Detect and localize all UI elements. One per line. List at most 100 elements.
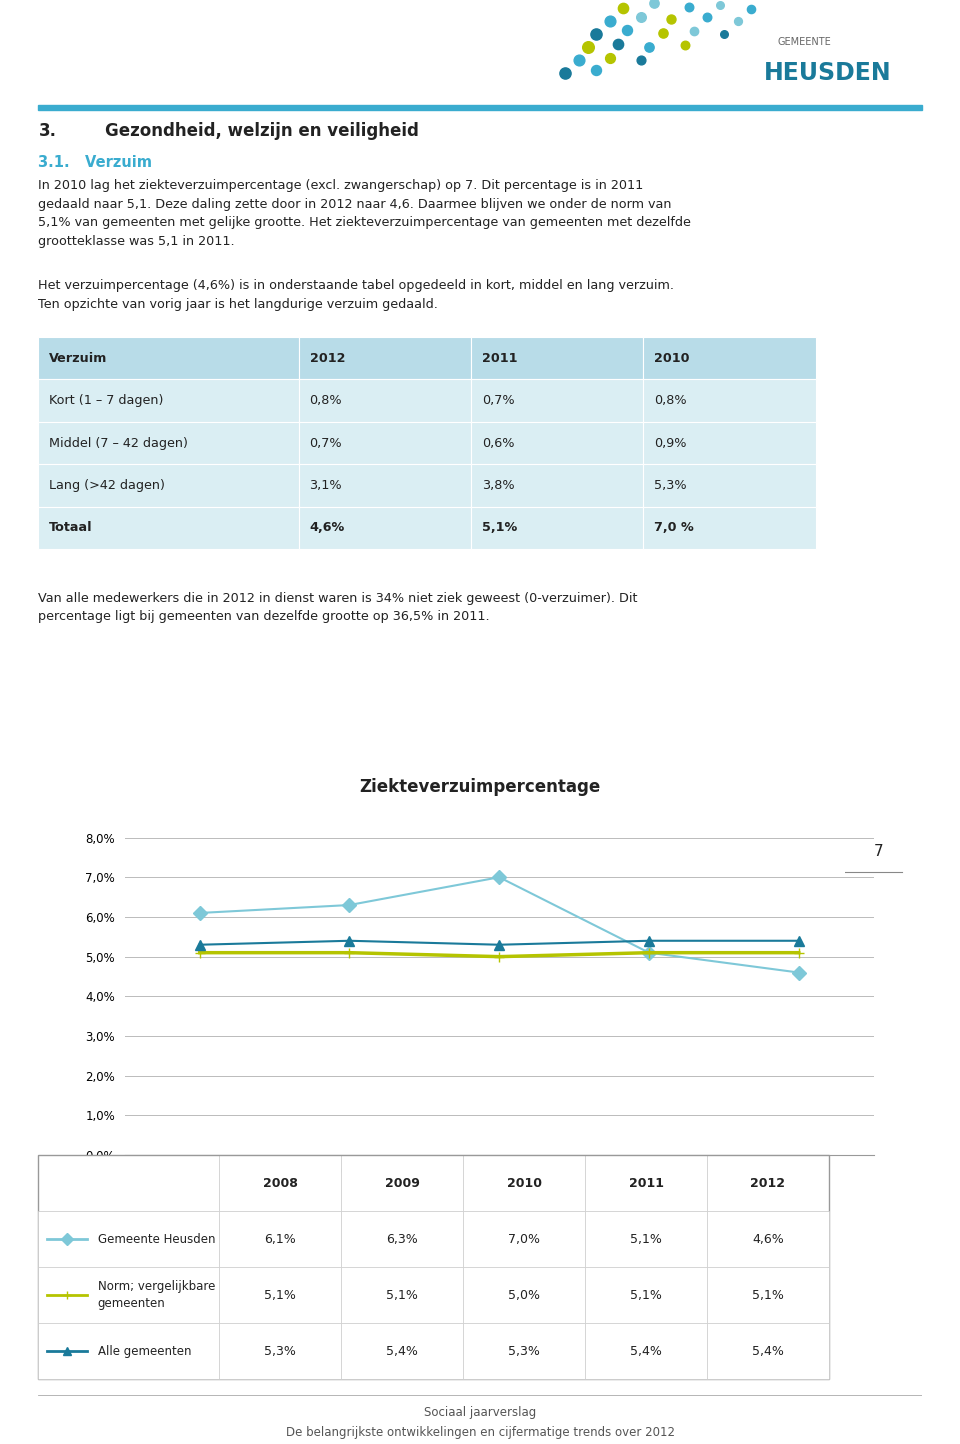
Point: [712, 0, 728, 16]
Bar: [464, 1268, 585, 1323]
Text: 5,4%: 5,4%: [386, 1344, 419, 1357]
Text: Sociaal jaarverslag: Sociaal jaarverslag: [424, 1405, 536, 1419]
Point: [646, 0, 661, 14]
Text: Het verzuimpercentage (4,6%) is in onderstaande tabel opgedeeld in kort, middel : Het verzuimpercentage (4,6%) is in onder…: [38, 279, 674, 310]
Bar: [585, 1212, 707, 1268]
Text: 3.1.   Verzuim: 3.1. Verzuim: [38, 155, 153, 170]
Text: Norm; vergelijkbare
gemeenten: Norm; vergelijkbare gemeenten: [98, 1281, 215, 1310]
Text: 0,6%: 0,6%: [482, 436, 515, 449]
Text: GEMEENTE: GEMEENTE: [778, 38, 831, 48]
Point: [699, 6, 714, 29]
Point: [619, 19, 635, 42]
Bar: [299, 336, 471, 380]
Bar: [585, 1155, 707, 1212]
Bar: [464, 1323, 585, 1379]
Point: [602, 9, 617, 32]
Text: 5,4%: 5,4%: [752, 1344, 784, 1357]
Bar: [585, 1268, 707, 1323]
Bar: [585, 1323, 707, 1379]
Text: 3.: 3.: [38, 121, 57, 140]
Point: [558, 62, 573, 85]
Text: 2010: 2010: [654, 351, 689, 365]
Text: Ziekteverzuimpercentage: Ziekteverzuimpercentage: [359, 778, 601, 796]
Bar: [38, 507, 299, 549]
Bar: [38, 336, 299, 380]
Bar: [643, 507, 816, 549]
Bar: [471, 465, 643, 507]
Text: 2011: 2011: [482, 351, 517, 365]
Bar: [342, 1268, 464, 1323]
Bar: [38, 1212, 220, 1268]
Bar: [38, 422, 299, 465]
Point: [633, 6, 648, 29]
Bar: [471, 422, 643, 465]
Point: [730, 9, 745, 32]
Point: [615, 0, 631, 19]
Text: 5,1%: 5,1%: [752, 1288, 784, 1301]
Text: 0,7%: 0,7%: [482, 394, 515, 407]
Text: In 2010 lag het ziekteverzuimpercentage (excl. zwangerschap) op 7. Dit percentag: In 2010 lag het ziekteverzuimpercentage …: [38, 179, 691, 248]
Text: 0,8%: 0,8%: [654, 394, 686, 407]
Bar: [220, 1268, 342, 1323]
Bar: [38, 1155, 828, 1379]
Text: 5,3%: 5,3%: [264, 1344, 297, 1357]
Bar: [471, 336, 643, 380]
Bar: [471, 507, 643, 549]
Bar: [299, 507, 471, 549]
Bar: [707, 1155, 828, 1212]
Point: [580, 35, 595, 58]
Bar: [38, 1323, 220, 1379]
Point: [602, 46, 617, 69]
Bar: [707, 1323, 828, 1379]
Bar: [299, 465, 471, 507]
Bar: [38, 1268, 220, 1323]
Bar: [707, 1268, 828, 1323]
Point: [682, 0, 697, 19]
Text: 7,0 %: 7,0 %: [654, 521, 694, 534]
Text: 5,1%: 5,1%: [630, 1233, 662, 1246]
Text: Middel (7 – 42 dagen): Middel (7 – 42 dagen): [49, 436, 188, 449]
Text: HEUSDEN: HEUSDEN: [764, 61, 892, 85]
Bar: [220, 1212, 342, 1268]
Text: 7,0%: 7,0%: [508, 1233, 540, 1246]
Text: Kort (1 – 7 dagen): Kort (1 – 7 dagen): [49, 394, 163, 407]
Bar: [464, 1212, 585, 1268]
Text: 2008: 2008: [263, 1177, 298, 1190]
Point: [588, 59, 604, 82]
Text: 7: 7: [874, 845, 883, 859]
Text: De belangrijkste ontwikkelingen en cijfermatige trends over 2012: De belangrijkste ontwikkelingen en cijfe…: [285, 1425, 675, 1440]
Point: [685, 19, 701, 42]
Text: Alle gemeenten: Alle gemeenten: [98, 1344, 191, 1357]
Text: 0,8%: 0,8%: [309, 394, 342, 407]
Text: 2010: 2010: [507, 1177, 541, 1190]
Point: [633, 49, 648, 72]
Bar: [342, 1212, 464, 1268]
Text: 2009: 2009: [385, 1177, 420, 1190]
Point: [641, 35, 657, 58]
Bar: [471, 380, 643, 422]
Bar: [38, 380, 299, 422]
Text: 2012: 2012: [751, 1177, 785, 1190]
Point: [677, 33, 692, 56]
Text: 4,6%: 4,6%: [309, 521, 345, 534]
Bar: [299, 422, 471, 465]
Text: Totaal: Totaal: [49, 521, 92, 534]
Point: [571, 49, 587, 72]
Bar: [342, 1323, 464, 1379]
Bar: [707, 1212, 828, 1268]
Text: 5,0%: 5,0%: [508, 1288, 540, 1301]
Text: Van alle medewerkers die in 2012 in dienst waren is 34% niet ziek geweest (0-ver: Van alle medewerkers die in 2012 in dien…: [38, 592, 637, 624]
Bar: [38, 1155, 220, 1212]
Point: [611, 33, 626, 56]
Text: 0,7%: 0,7%: [309, 436, 342, 449]
Text: Lang (>42 dagen): Lang (>42 dagen): [49, 479, 165, 492]
Text: Gemeente Heusden: Gemeente Heusden: [98, 1233, 215, 1246]
Point: [588, 22, 604, 45]
Text: Gezondheid, welzijn en veiligheid: Gezondheid, welzijn en veiligheid: [105, 121, 419, 140]
Text: Verzuim: Verzuim: [49, 351, 108, 365]
Text: 6,1%: 6,1%: [265, 1233, 297, 1246]
Bar: [643, 465, 816, 507]
Text: 5,3%: 5,3%: [508, 1344, 540, 1357]
Bar: [643, 336, 816, 380]
Text: 2012: 2012: [309, 351, 345, 365]
